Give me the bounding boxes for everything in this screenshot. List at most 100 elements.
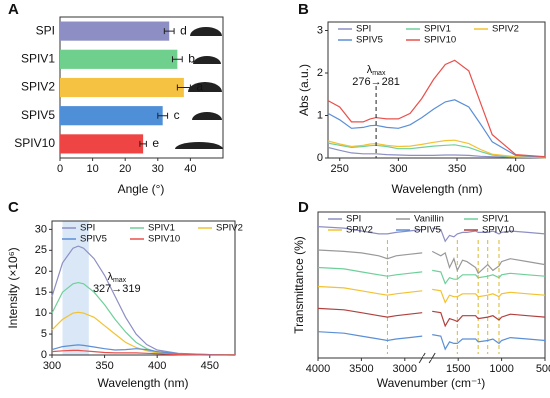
x-tick-label: 300 [389,163,407,175]
legend-label: SPIV5 [80,234,107,245]
y-tick-label: SPIV10 [14,136,55,150]
legend-label: SPIV10 [148,234,180,245]
symbol: λ [367,64,373,76]
y-tick-label: 20 [35,265,47,277]
annotation: 327→319 [93,283,141,295]
annotation: 276→281 [352,76,400,88]
legend-label: SPIV10 [482,225,514,236]
series-line [317,266,546,285]
y-tick-label: 0 [317,152,323,164]
series-line [327,139,546,159]
y-tick-label: SPIV1 [21,51,55,65]
panel-label: C [8,199,19,216]
legend-label: SPIV10 [424,35,456,46]
y-tick-label: 10 [35,307,47,319]
x-tick-label: 3500 [349,363,373,375]
panel-label: B [298,1,309,18]
annotation-symbol: λmax [367,64,386,77]
droplet [190,27,222,36]
x-tick-label: 4000 [306,363,330,375]
x-tick-label: 3000 [393,363,417,375]
droplet [175,142,223,149]
x-tick-label: 1000 [489,363,513,375]
error-bar [176,84,191,91]
x-axis-title: Wavelength (nm) [98,376,189,390]
legend-label: SPI [356,24,371,35]
droplets [175,27,223,149]
x-tick-label: 300 [43,360,61,372]
legend-label: SPI [346,214,361,225]
significance-letter: a [196,80,203,94]
x-tick-label: 0 [57,163,63,175]
error-bar [163,28,175,35]
y-axis-title: Intensity (×10⁶) [6,247,20,328]
y-tick-label: SPI [36,23,55,37]
plot-frame [51,220,236,356]
x-tick-label: 30 [152,163,164,175]
y-tick-label: 1 [317,109,323,121]
significance-letter: e [152,136,159,150]
legend-label: SPIV1 [424,24,451,35]
y-tick-label: 25 [35,244,47,256]
x-tick-label: 40 [184,163,196,175]
x-axis-title: Angle (°) [118,182,165,196]
x-tick-label: 350 [448,163,466,175]
legend-label: SPIV5 [414,225,441,236]
series-line [317,226,546,243]
series-line [51,344,236,356]
series-line [51,349,235,356]
y-axis-title: Transmittance (%) [292,236,306,334]
error-bar [139,140,147,147]
panel-label: D [298,199,309,216]
series-line [327,142,546,159]
x-tick-label: 500 [536,363,550,375]
series-line [327,99,546,158]
error-bar [171,56,183,63]
y-tick-label: 15 [35,286,47,298]
x-axis-title: Wavenumber (cm⁻¹) [377,376,486,390]
y-tick-label: 0 [41,349,47,361]
significance-letter: c [174,108,180,122]
bar [60,49,178,69]
error-bar [157,112,169,119]
y-tick-label: 2 [317,67,323,79]
x-tick-label: 450 [201,360,219,372]
significance-letter: d [180,23,187,37]
bar [60,77,184,98]
subscript: max [372,70,386,77]
x-tick-label: 350 [95,360,113,372]
plot-frame [327,21,546,159]
legend-label: SPI [80,223,95,234]
annotation-symbol: λmax [107,271,126,284]
legend-label: SPIV1 [148,223,175,234]
y-tick-label: SPIV2 [21,80,55,94]
x-axis-title: Wavelength (nm) [392,182,483,196]
legend-label: SPIV1 [482,214,509,225]
legend-label: Vanillin [414,214,444,225]
symbol: λ [107,271,113,283]
series-line [327,146,546,159]
y-tick-label: SPIV5 [21,108,55,122]
x-tick-label: 400 [148,360,166,372]
legend-label: SPIV2 [492,24,519,35]
series-line [317,307,546,328]
y-tick-label: 3 [317,24,323,36]
droplet [188,82,222,92]
bar [60,134,144,154]
plot-frame [317,211,546,359]
y-tick-label: 5 [41,328,47,340]
series-line [51,245,236,356]
droplet [193,56,221,64]
x-tick-label: 1500 [446,363,470,375]
x-tick-label: 10 [86,163,98,175]
x-tick-label: 250 [331,163,349,175]
legend-label: SPIV5 [356,35,383,46]
legend-label: SPIV2 [346,225,373,236]
bar [60,21,170,41]
series-line [317,331,546,351]
x-tick-label: 20 [119,163,131,175]
significance-letter: b [188,51,195,65]
bar [60,106,163,126]
y-axis-title: Abs (a.u.) [297,64,311,116]
